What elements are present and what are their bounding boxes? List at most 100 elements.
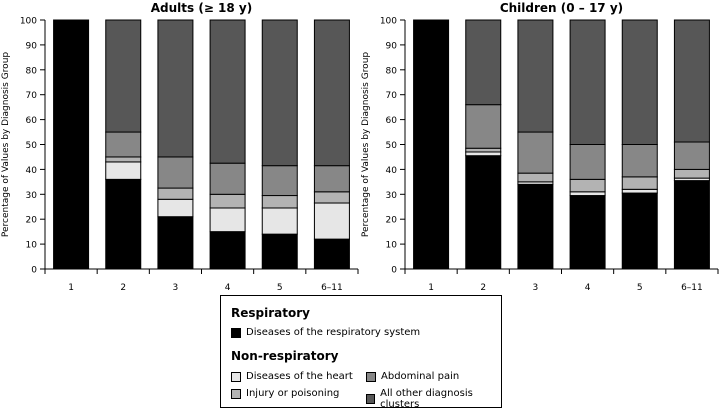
x-tick-label: 2 <box>120 283 126 293</box>
y-tick-label: 90 <box>386 41 398 51</box>
bar-segment <box>673 168 710 179</box>
y-tick-label: 40 <box>386 166 398 176</box>
bar-segment <box>209 231 246 270</box>
legend-item-other: All other diagnosis clusters <box>366 388 501 410</box>
legend-label: Abdominal pain <box>381 371 460 382</box>
legend-swatch <box>231 371 241 382</box>
bar-segment <box>313 19 350 167</box>
legend-item-injury: Injury or poisoning <box>231 388 339 399</box>
bar-segment <box>313 238 350 270</box>
bar-segment <box>413 19 450 270</box>
bar-segment <box>105 131 142 158</box>
y-tick-label: 90 <box>26 41 38 51</box>
bar-segment <box>517 19 554 133</box>
y-tick-label: 0 <box>31 266 37 276</box>
bar-segment <box>261 207 298 235</box>
bar-segment <box>517 172 554 183</box>
x-tick-label: 5 <box>277 283 283 293</box>
bar-segment <box>673 19 710 143</box>
bar-segment <box>157 216 194 270</box>
legend-heading-nonrespiratory: Non-respiratory <box>231 349 339 363</box>
bar-segment <box>465 155 502 270</box>
legend-item-abdominal: Abdominal pain <box>366 371 459 382</box>
x-tick-label: 4 <box>585 283 591 293</box>
bar-segment <box>621 188 658 194</box>
legend-label: Injury or poisoning <box>246 388 340 399</box>
bar-segment <box>621 192 658 270</box>
legend-swatch <box>366 394 376 404</box>
y-axis-label: Percentage of Values by Diagnosis Group <box>361 52 371 237</box>
bar-segment <box>209 162 246 195</box>
bar-segment <box>517 131 554 174</box>
y-tick-label: 60 <box>386 116 398 126</box>
bar-segment <box>621 176 658 190</box>
y-tick-label: 70 <box>386 91 398 101</box>
y-axis-label: Percentage of Values by Diagnosis Group <box>1 52 11 237</box>
bar-segment <box>465 147 502 153</box>
bar-segment <box>569 19 606 145</box>
y-tick-label: 50 <box>26 141 38 151</box>
legend-swatch <box>231 327 241 338</box>
bar-segment <box>157 198 194 218</box>
bar-segment <box>261 19 298 167</box>
bar-segment <box>569 195 606 270</box>
y-tick-label: 80 <box>26 66 38 76</box>
bar-segment <box>261 195 298 209</box>
y-tick-label: 10 <box>26 241 38 251</box>
bar-segment <box>105 178 142 270</box>
bar-segment <box>157 187 194 200</box>
x-tick-label: 4 <box>225 283 231 293</box>
bar-segment <box>105 161 142 180</box>
bar-segment <box>261 233 298 270</box>
y-tick-label: 100 <box>380 17 397 27</box>
bar-segment <box>157 156 194 189</box>
y-tick-label: 30 <box>26 191 38 201</box>
x-tick-label: 3 <box>533 283 539 293</box>
bar-segment <box>105 19 142 133</box>
bar-segment <box>517 183 554 270</box>
bar-segment <box>313 165 350 193</box>
x-tick-label: 1 <box>428 283 434 293</box>
bar-segment <box>209 207 246 233</box>
bar-segment <box>465 151 502 157</box>
x-tick-label: 1 <box>68 283 74 293</box>
y-tick-label: 10 <box>386 241 398 251</box>
legend-label: Diseases of the respiratory system <box>246 327 421 338</box>
legend-heading-respiratory: Respiratory <box>231 306 310 320</box>
bar-segment <box>313 202 350 240</box>
x-tick-label: 5 <box>637 283 643 293</box>
bar-segment <box>465 104 502 149</box>
bar-segment <box>621 19 658 145</box>
legend-swatch <box>366 371 376 382</box>
chart-title: Children (0 – 17 y) <box>500 1 623 15</box>
y-tick-label: 20 <box>26 216 38 226</box>
bar-segment <box>209 19 246 164</box>
x-tick-label: 6–11 <box>681 283 703 293</box>
bar-segment <box>569 178 606 193</box>
y-tick-label: 40 <box>26 166 38 176</box>
chart-title: Adults (≥ 18 y) <box>151 1 253 15</box>
y-tick-label: 80 <box>386 66 398 76</box>
y-tick-label: 0 <box>391 266 397 276</box>
y-tick-label: 100 <box>20 17 37 27</box>
legend-label: Diseases of the heart <box>246 371 353 382</box>
bar-segment <box>673 180 710 270</box>
legend-label: All other diagnosis clusters <box>380 388 473 410</box>
bar-segment <box>673 141 710 170</box>
legend-item-heart: Diseases of the heart <box>231 371 353 382</box>
bar-segment <box>53 19 90 270</box>
y-tick-label: 50 <box>386 141 398 151</box>
bar-segment <box>465 19 502 106</box>
legend: Respiratory Diseases of the respiratory … <box>220 295 502 410</box>
x-tick-label: 2 <box>480 283 486 293</box>
y-tick-label: 60 <box>26 116 38 126</box>
y-tick-label: 30 <box>386 191 398 201</box>
bar-segment <box>157 19 194 158</box>
legend-swatch <box>231 388 241 399</box>
bar-segment <box>105 156 142 163</box>
bar-segment <box>621 144 658 178</box>
bar-segment <box>209 193 246 209</box>
x-tick-label: 6–11 <box>321 283 343 293</box>
